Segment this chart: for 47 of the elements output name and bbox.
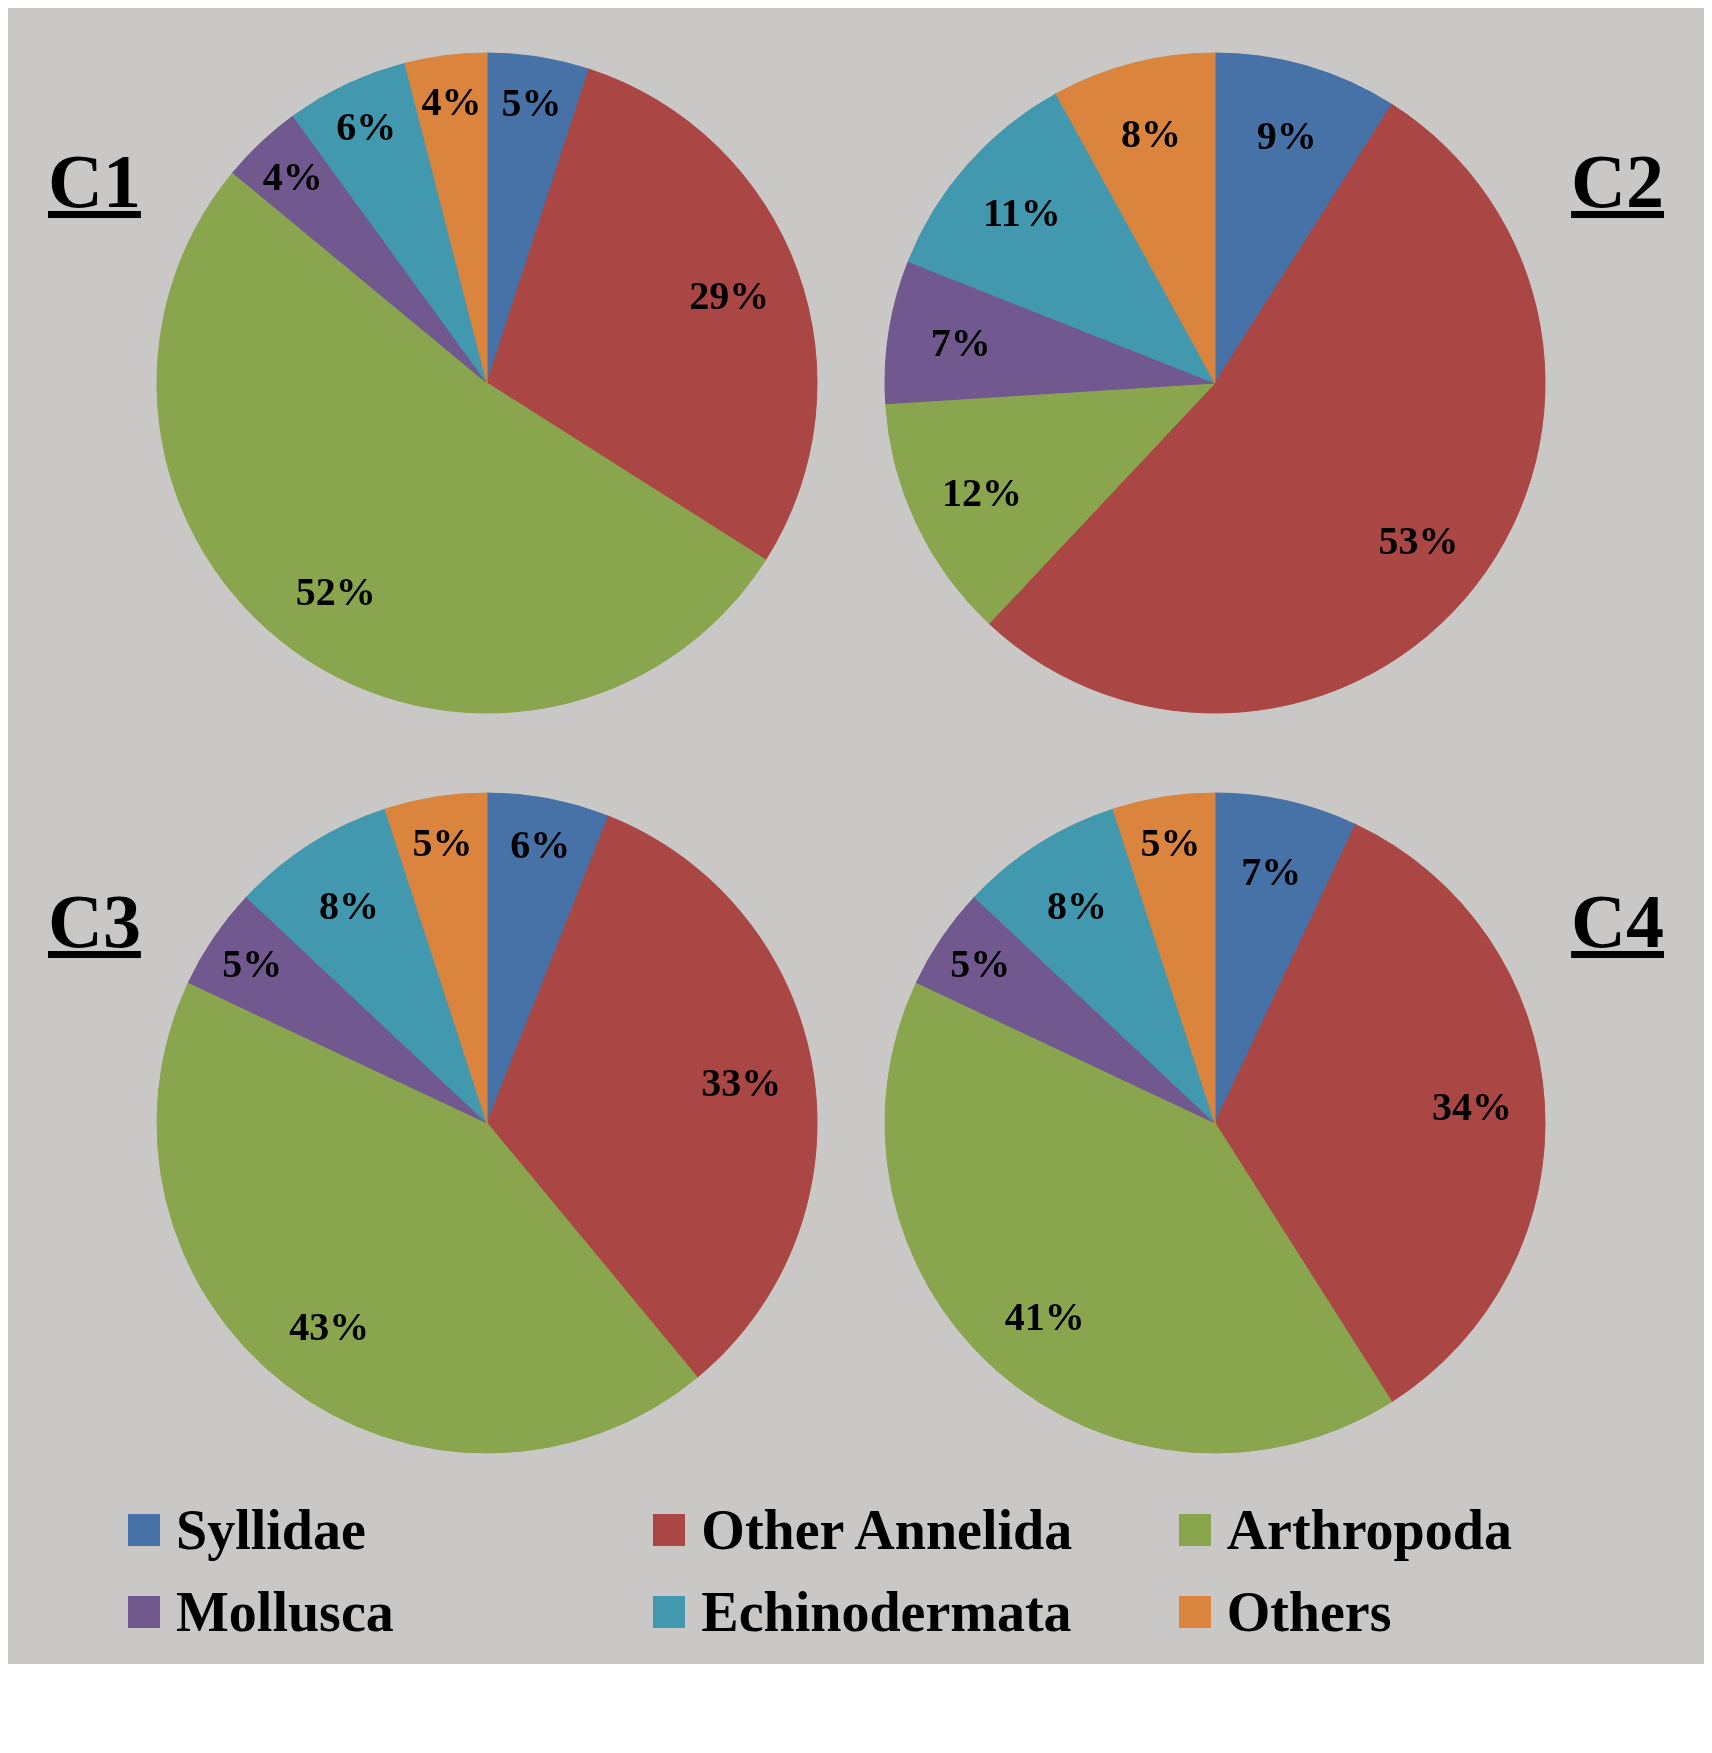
pie-slice [1214, 823, 1546, 1403]
data-label: 4% [262, 153, 323, 199]
pie-slice [384, 792, 488, 1124]
legend-label: Syllidae [176, 1498, 366, 1562]
pie-slice [486, 68, 818, 561]
data-label: 8% [319, 883, 380, 929]
data-label: 11% [983, 190, 1061, 236]
data-label: 29% [689, 273, 770, 319]
legend-label: Others [1226, 1580, 1392, 1644]
legend-label: Mollusca [176, 1580, 394, 1644]
data-label: 34% [1431, 1084, 1512, 1130]
text: C3 [48, 878, 141, 965]
data-label: 7% [930, 320, 991, 366]
data-label: 4% [421, 78, 482, 124]
data-label: 7% [1241, 849, 1302, 895]
data-label: 5% [222, 940, 283, 986]
pie-slice [1112, 792, 1216, 1124]
data-label: 6% [510, 821, 571, 867]
data-label: 41% [1004, 1293, 1085, 1339]
data-label: 5% [950, 940, 1011, 986]
pie-slice [486, 815, 818, 1378]
data-label: 8% [1120, 111, 1181, 157]
data-label: 5% [501, 80, 562, 126]
pie-slice [156, 981, 698, 1454]
pie-slice [884, 261, 1216, 405]
data-label: 5% [1140, 820, 1201, 866]
pie-slice [884, 981, 1393, 1454]
pie-slice [885, 382, 1216, 625]
pie-slice [404, 52, 488, 384]
data-label: 52% [295, 568, 376, 614]
pie-slice [1055, 52, 1216, 384]
text: C1 [48, 138, 141, 225]
pie-slice [907, 93, 1216, 384]
data-label: 9% [1256, 113, 1317, 159]
data-label: 8% [1047, 883, 1108, 929]
data-label: 33% [701, 1060, 782, 1106]
text: C2 [1571, 138, 1664, 225]
legend-label: Arthropoda [1226, 1498, 1512, 1562]
data-label: 12% [942, 470, 1023, 516]
data-label: 43% [289, 1303, 370, 1349]
pie-slice [232, 115, 488, 384]
legend-label: Other Annelida [701, 1498, 1073, 1562]
legend-label: Echinodermata [701, 1580, 1072, 1644]
text: C4 [1571, 878, 1664, 965]
data-label: 6% [336, 103, 397, 149]
data-label: 5% [412, 820, 473, 866]
data-label: 53% [1378, 518, 1459, 564]
